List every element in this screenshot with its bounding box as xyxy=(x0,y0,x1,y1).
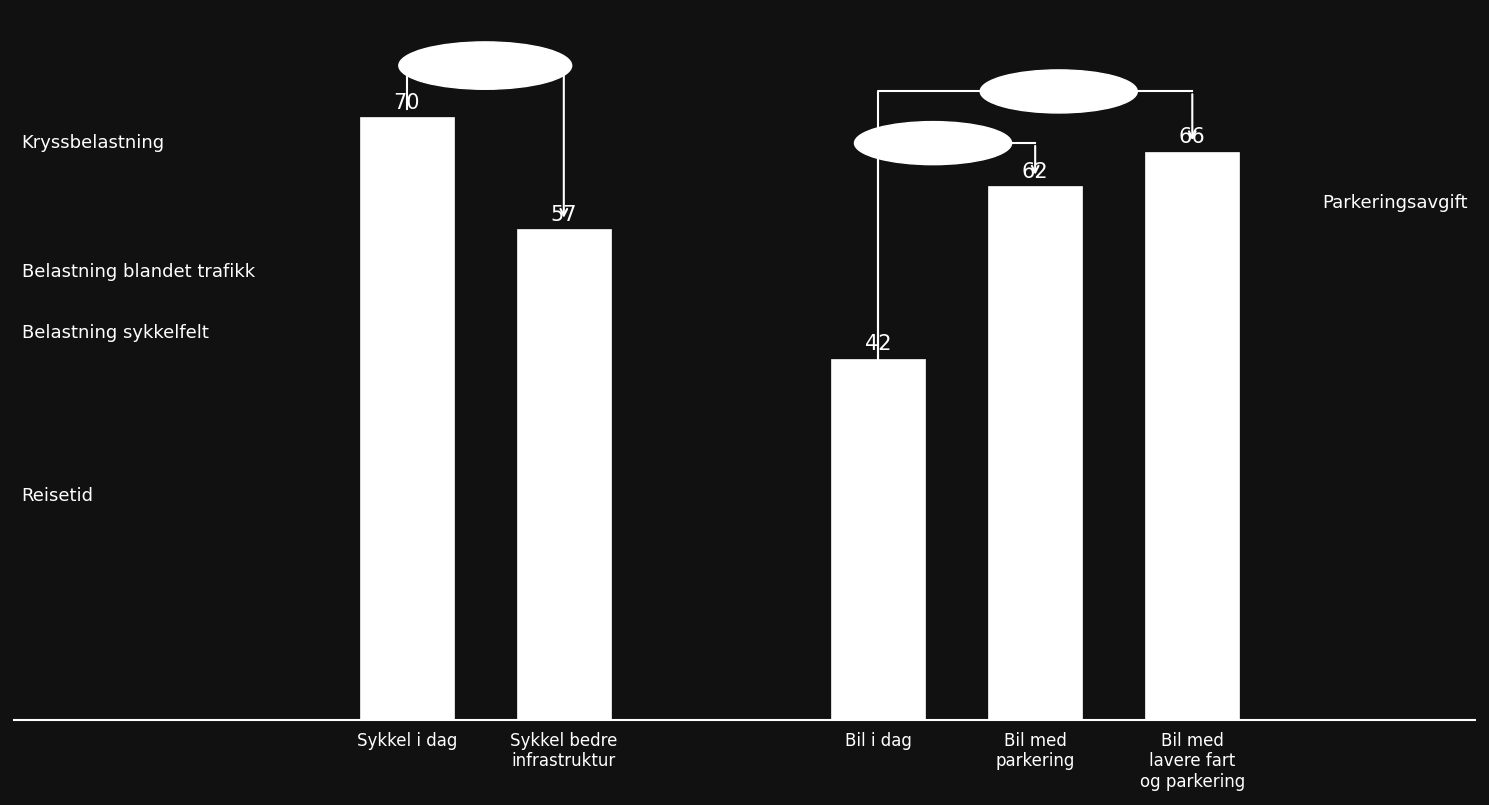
Ellipse shape xyxy=(855,122,1011,165)
Text: Belastning sykkelfelt: Belastning sykkelfelt xyxy=(22,324,208,341)
Bar xyxy=(831,358,925,720)
Ellipse shape xyxy=(399,42,572,89)
Text: 66: 66 xyxy=(1179,127,1206,147)
Text: 70: 70 xyxy=(393,93,420,113)
Bar xyxy=(517,229,610,720)
Text: Belastning blandet trafikk: Belastning blandet trafikk xyxy=(22,263,255,282)
Ellipse shape xyxy=(980,70,1138,113)
Text: 62: 62 xyxy=(1021,162,1048,182)
Bar xyxy=(1145,152,1239,720)
Text: Parkeringsavgift: Parkeringsavgift xyxy=(1322,195,1467,213)
Text: Kryssbelastning: Kryssbelastning xyxy=(22,134,165,152)
Bar xyxy=(989,186,1083,720)
Text: 57: 57 xyxy=(551,205,578,225)
Bar xyxy=(359,118,454,720)
Text: 42: 42 xyxy=(865,334,892,354)
Text: Reisetid: Reisetid xyxy=(22,487,94,506)
